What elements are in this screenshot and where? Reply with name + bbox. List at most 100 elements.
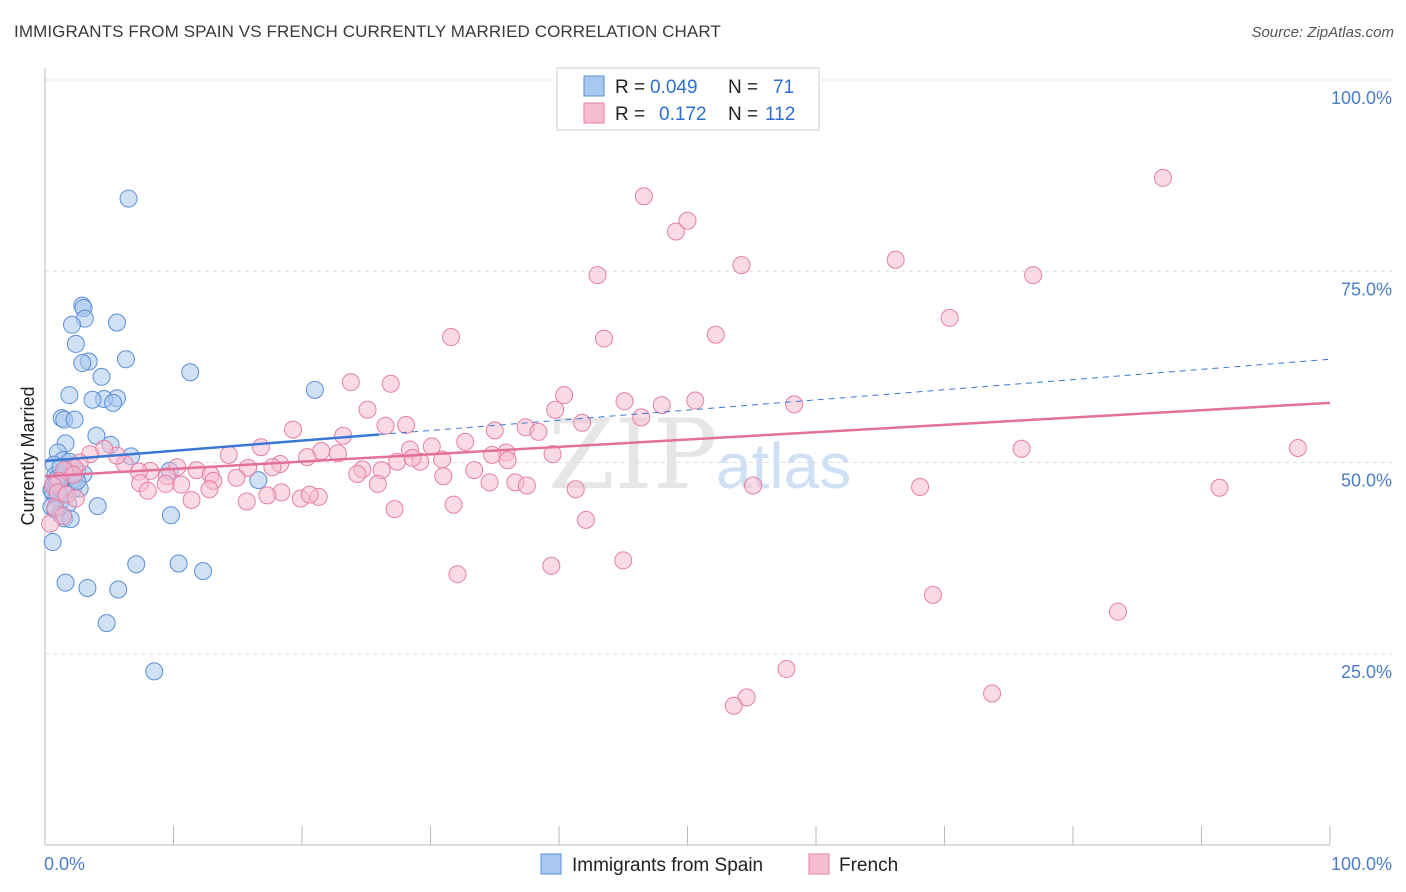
french-point-34 (251, 438, 270, 457)
french-point-101 (911, 477, 930, 496)
spain-point-58 (97, 614, 116, 633)
french-point-100 (614, 551, 633, 570)
legend-r-label-2: R = (615, 104, 645, 125)
french-point-28 (632, 408, 651, 427)
french-point-107 (777, 660, 796, 679)
french-point-77 (172, 475, 191, 494)
stats-legend: R = 0.049 N = 71 R = 0.172 N = 112 (556, 67, 820, 131)
french-point-93 (480, 473, 499, 492)
legend-r-value-2: 0.172 (659, 104, 707, 125)
spain-point-9 (116, 350, 135, 369)
french-point-21 (284, 420, 303, 439)
spain-point-47 (43, 533, 62, 552)
spain-point-50 (249, 471, 268, 490)
french-point-85 (434, 467, 453, 486)
french-point-109 (724, 696, 743, 715)
spain-point-5 (107, 313, 126, 332)
french-point-102 (1012, 439, 1031, 458)
legend-n-value-1: 71 (773, 77, 794, 98)
french-point-49 (543, 445, 562, 464)
french-point-91 (237, 492, 256, 511)
french-point-47 (483, 445, 502, 464)
french-point-53 (227, 468, 246, 487)
x-tick-labels: 0.0% 100.0% (44, 854, 1392, 874)
french-point-106 (1108, 602, 1127, 621)
french-point-18 (785, 395, 804, 414)
spain-point-11 (92, 367, 111, 386)
spain-point-52 (56, 573, 75, 592)
french-point-5 (732, 256, 751, 275)
french-point-96 (444, 495, 463, 514)
french-point-97 (576, 510, 595, 529)
spain-point-17 (104, 393, 123, 412)
legend-swatch-spain (583, 75, 605, 97)
spain-point-54 (109, 580, 128, 599)
french-point-30 (456, 432, 475, 451)
french-point-22 (376, 416, 395, 435)
french-point-20 (358, 400, 377, 419)
french-point-79 (200, 480, 219, 499)
french-point-12 (341, 373, 360, 392)
source-credit: Source: ZipAtlas.com (1251, 24, 1394, 41)
spain-point-20 (65, 410, 84, 429)
series-spain-points (42, 189, 324, 681)
spain-point-56 (169, 554, 188, 573)
french-point-104 (1210, 478, 1229, 497)
axes (44, 68, 1331, 846)
spain-point-59 (145, 662, 164, 681)
french-trend-line (44, 401, 1331, 478)
french-point-76 (138, 481, 157, 500)
french-point-19 (546, 400, 565, 419)
french-point-99 (542, 556, 561, 575)
chart-title: IMMIGRANTS FROM SPAIN VS FRENCH CURRENTL… (14, 22, 721, 41)
watermark-atlas: atlas (716, 430, 851, 502)
spain-point-0 (119, 189, 138, 208)
french-point-42 (263, 458, 282, 477)
spain-trend-solid (44, 433, 380, 463)
spain-point-6 (66, 334, 85, 353)
spain-point-12 (305, 380, 324, 399)
french-point-0 (1153, 168, 1172, 187)
y-tick-labels: 25.0% 50.0% 75.0% 100.0% (1331, 88, 1392, 682)
french-point-11 (940, 308, 959, 327)
french-point-2 (666, 222, 685, 241)
french-point-36 (328, 444, 347, 463)
french-point-17 (686, 391, 705, 410)
spain-trend-dashed (379, 358, 1331, 436)
spain-point-13 (60, 386, 79, 405)
trend-lines (44, 358, 1331, 478)
y-tick-label-3: 100.0% (1331, 88, 1392, 108)
legend-swatch-french (583, 102, 605, 124)
french-point-33 (219, 445, 238, 464)
spain-point-57 (194, 562, 213, 581)
french-point-26 (529, 422, 548, 441)
french-point-6 (886, 250, 905, 269)
french-point-16 (652, 396, 671, 415)
y-tick-label-1: 50.0% (1341, 471, 1392, 491)
french-point-94 (300, 485, 319, 504)
french-point-10 (706, 325, 725, 344)
spain-point-51 (161, 506, 180, 525)
french-point-27 (573, 413, 592, 432)
french-point-103 (1288, 438, 1307, 457)
french-point-108 (737, 688, 756, 707)
french-point-8 (442, 328, 461, 347)
french-point-14 (555, 386, 574, 405)
french-point-48 (498, 451, 517, 470)
spain-point-10 (181, 363, 200, 382)
bottom-legend-swatch-french (808, 853, 830, 875)
french-point-7 (1024, 266, 1043, 285)
french-point-13 (381, 374, 400, 393)
bottom-legend-french: French (839, 855, 898, 876)
french-point-3 (678, 211, 697, 230)
french-point-110 (983, 684, 1002, 703)
bottom-legend-spain: Immigrants from Spain (572, 855, 763, 876)
legend-n-value-2: 112 (765, 104, 795, 125)
spain-point-55 (127, 555, 146, 574)
gridlines (45, 79, 1392, 655)
french-point-56 (156, 474, 175, 493)
french-point-1 (634, 187, 653, 206)
french-point-74 (41, 514, 60, 533)
legend-n-label-1: N = (728, 77, 758, 98)
